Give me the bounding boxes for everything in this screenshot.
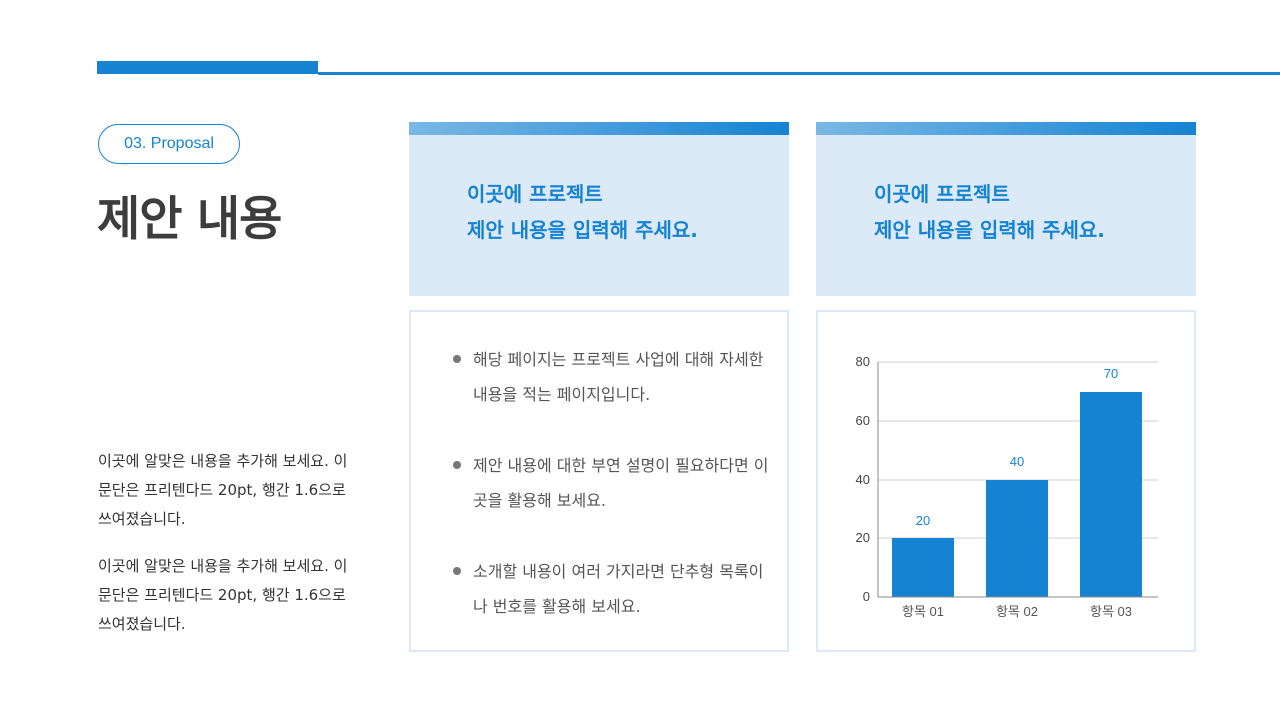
svg-text:20: 20 bbox=[856, 530, 870, 545]
y-axis-ticks: 80 60 40 20 0 bbox=[856, 354, 870, 604]
card-header-left: 이곳에 프로젝트 제안 내용을 입력해 주세요. bbox=[409, 122, 789, 296]
svg-text:80: 80 bbox=[856, 354, 870, 369]
bar-item-01 bbox=[892, 538, 954, 597]
side-paragraph: 이곳에 알맞은 내용을 추가해 보세요. 이 문단은 프리텐다드 20pt, 행… bbox=[98, 452, 348, 528]
svg-text:60: 60 bbox=[856, 413, 870, 428]
svg-text:70: 70 bbox=[1104, 366, 1118, 381]
svg-text:항목 01: 항목 01 bbox=[902, 604, 944, 619]
bullet-item: 제안 내용에 대한 부연 설명이 필요하다면 이곳을 활용해 보세요. bbox=[451, 448, 771, 518]
side-paragraph: 이곳에 알맞은 내용을 추가해 보세요. 이 문단은 프리텐다드 20pt, 행… bbox=[98, 557, 348, 633]
header-accent-bar bbox=[97, 61, 318, 74]
svg-text:20: 20 bbox=[916, 513, 930, 528]
card-heading-line1: 이곳에 프로젝트 bbox=[467, 182, 603, 206]
svg-text:40: 40 bbox=[856, 472, 870, 487]
svg-text:40: 40 bbox=[1010, 454, 1024, 469]
card-body-chart: 80 60 40 20 0 20 40 70 항목 01 항목 02 항목 03 bbox=[816, 310, 1196, 652]
card-gradient-bar bbox=[816, 122, 1196, 135]
bullet-list: 해당 페이지는 프로젝트 사업에 대해 자세한 내용을 적는 페이지입니다. 제… bbox=[451, 342, 771, 660]
card-heading-line1: 이곳에 프로젝트 bbox=[874, 182, 1010, 206]
card-heading: 이곳에 프로젝트 제안 내용을 입력해 주세요. bbox=[874, 176, 1105, 248]
data-labels: 20 40 70 bbox=[916, 366, 1118, 528]
page-title: 제안 내용 bbox=[97, 192, 282, 247]
x-axis-labels: 항목 01 항목 02 항목 03 bbox=[902, 604, 1132, 619]
bars bbox=[892, 392, 1142, 597]
header-rule bbox=[318, 72, 1280, 75]
card-heading: 이곳에 프로젝트 제안 내용을 입력해 주세요. bbox=[467, 176, 698, 248]
svg-text:항목 02: 항목 02 bbox=[996, 604, 1038, 619]
bar-chart: 80 60 40 20 0 20 40 70 항목 01 항목 02 항목 03 bbox=[856, 354, 1158, 619]
svg-text:항목 03: 항목 03 bbox=[1090, 604, 1132, 619]
card-header-right: 이곳에 프로젝트 제안 내용을 입력해 주세요. bbox=[816, 122, 1196, 296]
bar-item-03 bbox=[1080, 392, 1142, 597]
section-badge: 03. Proposal bbox=[98, 124, 240, 164]
bullet-item: 소개할 내용이 여러 가지라면 단추형 목록이나 번호를 활용해 보세요. bbox=[451, 554, 771, 624]
card-heading-line2: 제안 내용을 입력해 주세요. bbox=[874, 218, 1105, 242]
card-heading-line2: 제안 내용을 입력해 주세요. bbox=[467, 218, 698, 242]
bullet-item: 해당 페이지는 프로젝트 사업에 대해 자세한 내용을 적는 페이지입니다. bbox=[451, 342, 771, 412]
svg-text:0: 0 bbox=[863, 589, 870, 604]
bar-item-02 bbox=[986, 480, 1048, 597]
card-gradient-bar bbox=[409, 122, 789, 135]
card-body-bullets: 해당 페이지는 프로젝트 사업에 대해 자세한 내용을 적는 페이지입니다. 제… bbox=[409, 310, 789, 652]
